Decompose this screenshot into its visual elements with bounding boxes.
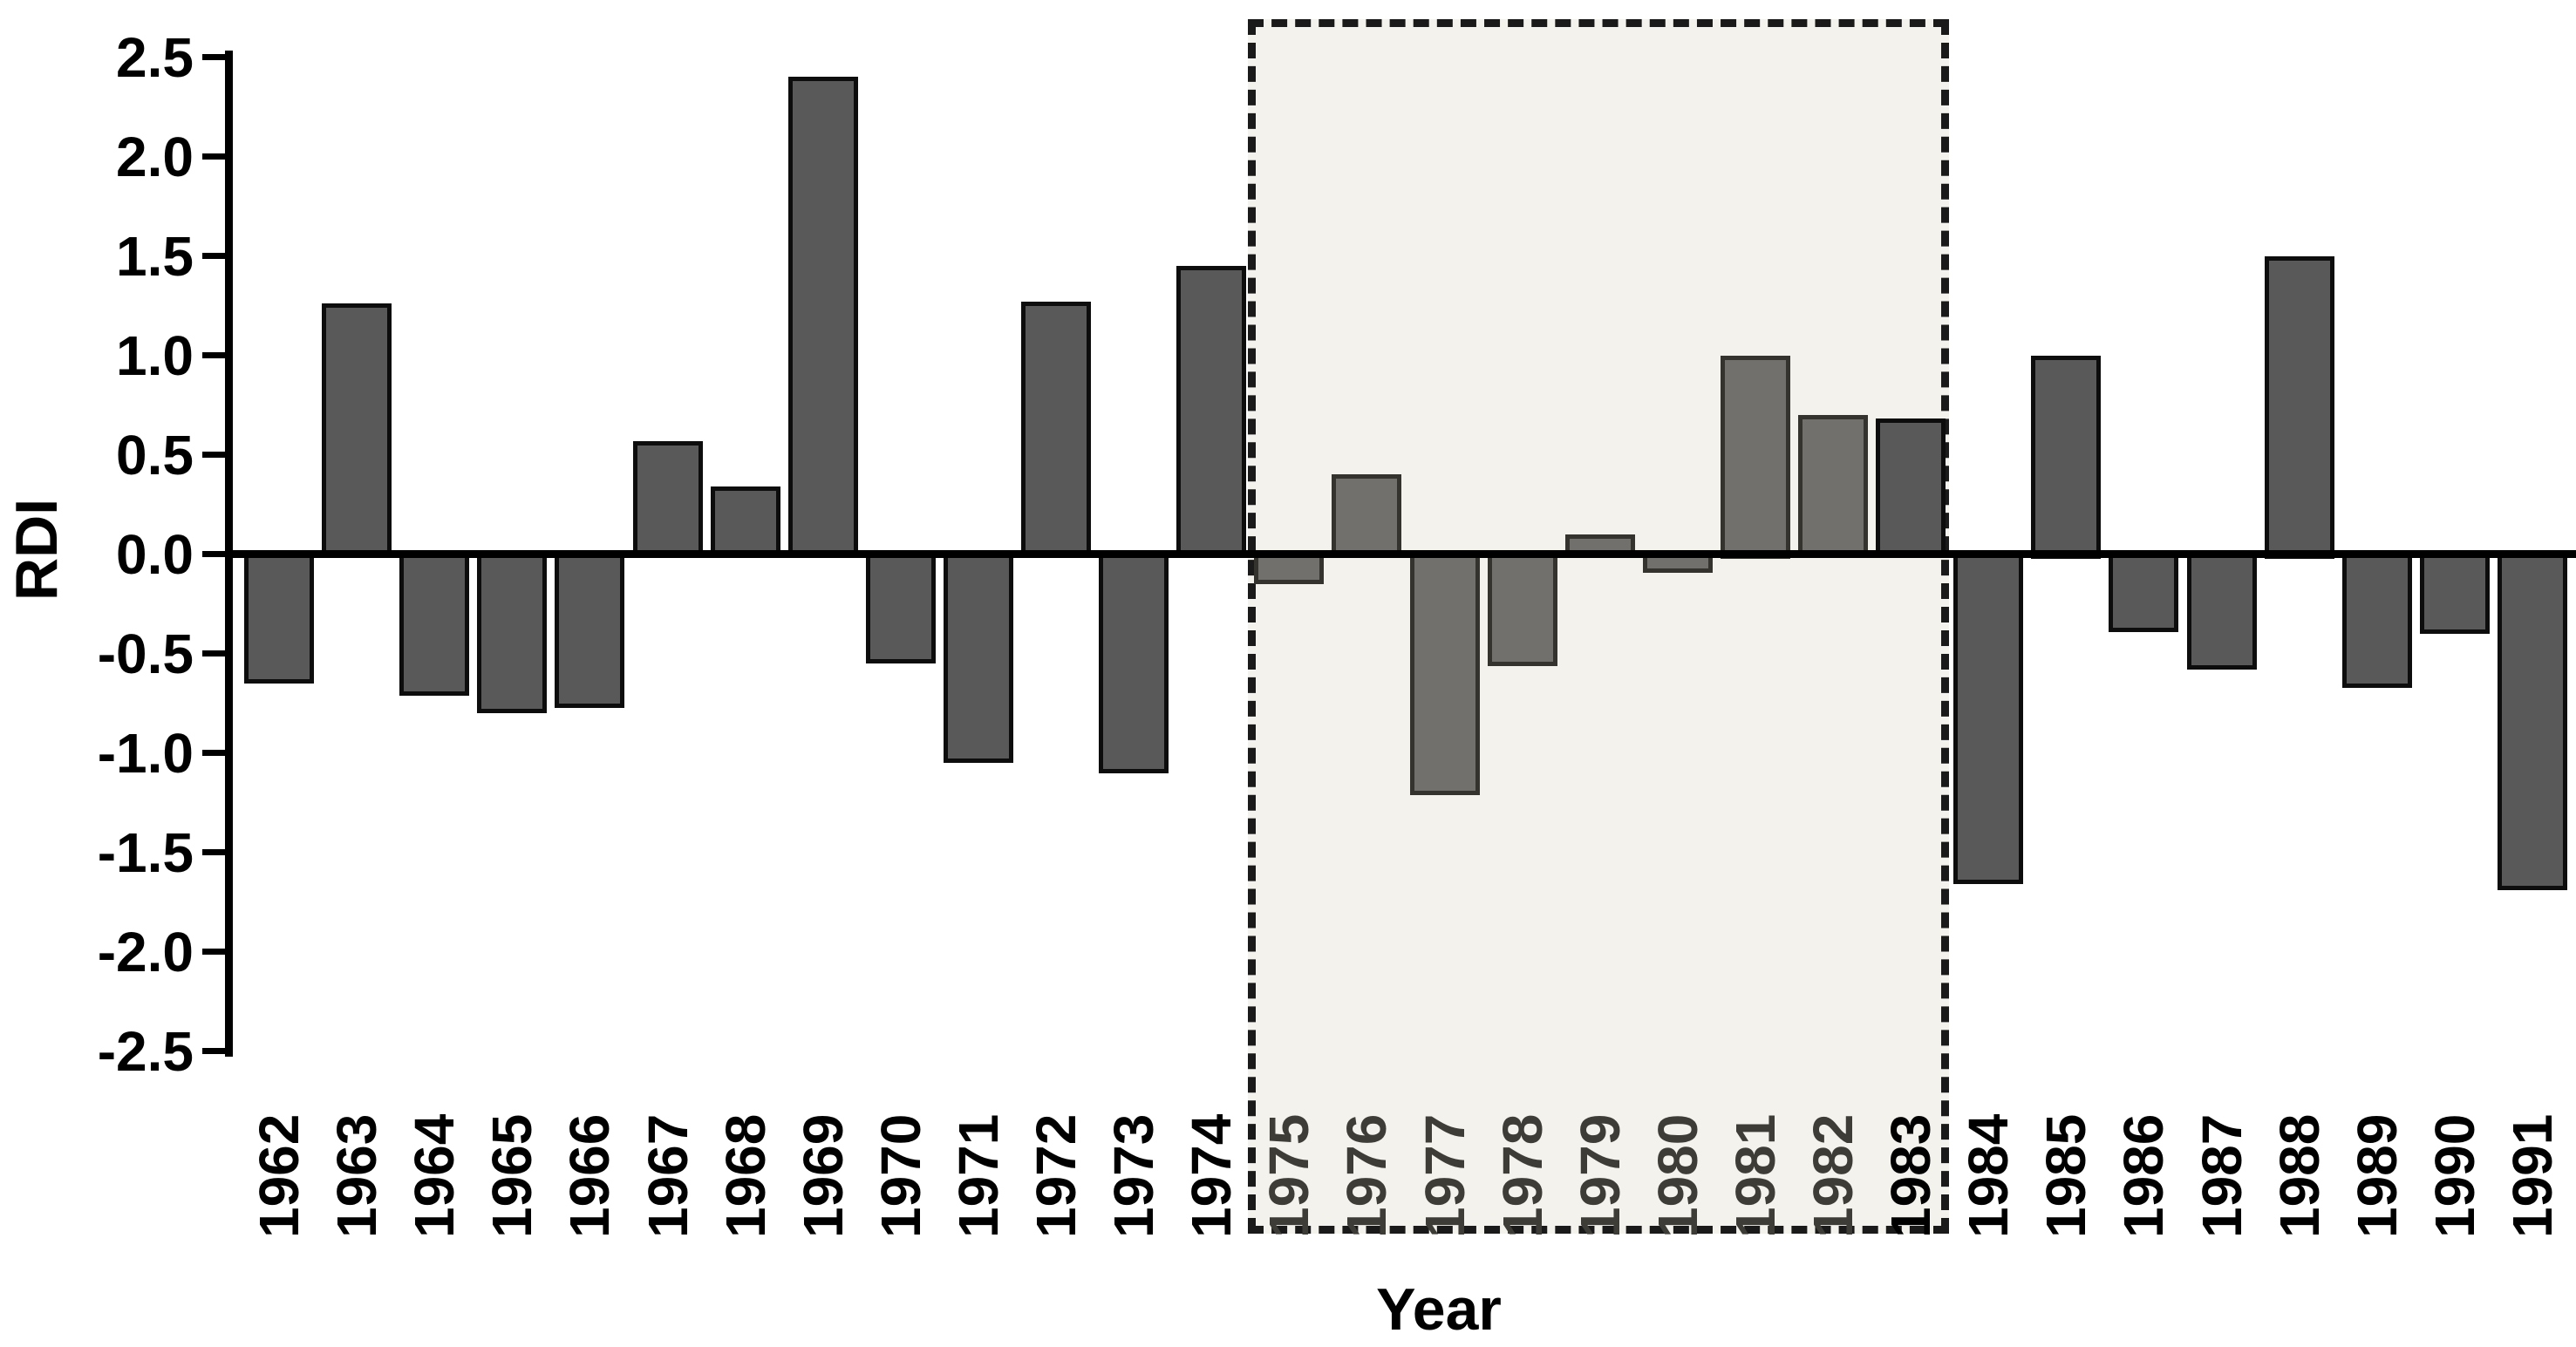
highlight-box-1975-1982 bbox=[1248, 19, 1949, 1234]
x-tick-label-1973: 1973 bbox=[1102, 1113, 1166, 1238]
x-tick-label-1962: 1962 bbox=[248, 1113, 310, 1238]
y-tick-label: 1.5 bbox=[116, 224, 194, 288]
x-tick-label-1978: 1978 bbox=[1490, 1113, 1554, 1238]
y-axis-tick bbox=[202, 352, 225, 358]
x-tick-label-1985: 1985 bbox=[2034, 1113, 2098, 1238]
y-tick-label: 2.5 bbox=[116, 25, 194, 89]
bar-1970 bbox=[865, 550, 936, 664]
x-tick-label-1987: 1987 bbox=[2190, 1113, 2253, 1238]
x-tick-label-1979: 1979 bbox=[1568, 1113, 1632, 1238]
x-tick-label-1991: 1991 bbox=[2500, 1113, 2564, 1238]
x-tick-label-1975: 1975 bbox=[1257, 1113, 1321, 1238]
bar-1985 bbox=[2031, 355, 2102, 559]
x-tick-label-1977: 1977 bbox=[1413, 1113, 1476, 1238]
x-tick-label-1982: 1982 bbox=[1802, 1113, 1864, 1238]
x-tick-label-1984: 1984 bbox=[1957, 1113, 2021, 1238]
bar-1968 bbox=[710, 486, 780, 559]
bar-1989 bbox=[2341, 550, 2412, 688]
y-tick-label: 0.5 bbox=[116, 423, 194, 486]
x-tick-label-1971: 1971 bbox=[946, 1113, 1010, 1238]
x-tick-label-1974: 1974 bbox=[1180, 1113, 1244, 1238]
bar-1991 bbox=[2497, 550, 2567, 891]
bar-1966 bbox=[555, 550, 625, 708]
x-tick-label-1963: 1963 bbox=[325, 1113, 389, 1238]
x-tick-label-1964: 1964 bbox=[403, 1113, 467, 1238]
bar-1965 bbox=[477, 550, 548, 714]
y-axis-tick bbox=[202, 849, 225, 855]
zero-baseline bbox=[225, 550, 2576, 558]
y-tick-label: -0.5 bbox=[97, 622, 194, 685]
bar-1969 bbox=[787, 77, 858, 559]
bar-1973 bbox=[1099, 550, 1169, 773]
y-tick-label: -1.5 bbox=[97, 820, 194, 884]
y-axis-tick bbox=[202, 253, 225, 259]
bar-1978 bbox=[1487, 550, 1557, 666]
y-axis-tick bbox=[202, 54, 225, 60]
x-tick-label-1983: 1983 bbox=[1879, 1113, 1943, 1238]
x-tick-label-1986: 1986 bbox=[2112, 1113, 2176, 1238]
y-tick-label: 1.0 bbox=[116, 323, 194, 387]
y-tick-label: 0.0 bbox=[116, 522, 194, 586]
bar-1977 bbox=[1409, 550, 1480, 795]
bar-1987 bbox=[2186, 550, 2257, 670]
bar-1963 bbox=[322, 303, 392, 559]
x-tick-label-1967: 1967 bbox=[636, 1113, 699, 1238]
bar-1983 bbox=[1876, 418, 1946, 559]
x-tick-label-1966: 1966 bbox=[558, 1113, 622, 1238]
bar-1988 bbox=[2264, 255, 2334, 559]
bar-1974 bbox=[1176, 265, 1247, 559]
x-tick-label-1972: 1972 bbox=[1025, 1113, 1087, 1238]
bar-1972 bbox=[1021, 301, 1091, 559]
x-tick-label-1980: 1980 bbox=[1646, 1113, 1709, 1238]
y-axis-tick bbox=[202, 650, 225, 656]
y-tick-label: -1.0 bbox=[97, 721, 194, 785]
bar-1986 bbox=[2109, 550, 2179, 632]
y-axis-tick bbox=[202, 452, 225, 458]
y-tick-label: -2.0 bbox=[97, 920, 194, 983]
x-tick-label-1968: 1968 bbox=[713, 1113, 777, 1238]
y-axis-tick bbox=[202, 153, 225, 160]
bar-1964 bbox=[399, 550, 470, 696]
y-tick-label: 2.0 bbox=[116, 125, 194, 188]
bar-1976 bbox=[1332, 474, 1402, 559]
bar-1962 bbox=[244, 550, 314, 684]
x-tick-label-1970: 1970 bbox=[869, 1113, 932, 1238]
bar-1971 bbox=[943, 550, 1013, 764]
bar-1982 bbox=[1798, 414, 1868, 559]
x-tick-label-1988: 1988 bbox=[2267, 1113, 2331, 1238]
x-tick-label-1989: 1989 bbox=[2345, 1113, 2409, 1238]
y-axis-tick bbox=[202, 1048, 225, 1054]
x-tick-label-1990: 1990 bbox=[2423, 1113, 2486, 1238]
y-tick-label: -2.5 bbox=[97, 1019, 194, 1083]
y-axis-tick bbox=[202, 949, 225, 955]
bar-1984 bbox=[1953, 550, 2024, 885]
x-tick-label-1969: 1969 bbox=[791, 1113, 855, 1238]
x-tick-label-1981: 1981 bbox=[1723, 1113, 1787, 1238]
x-tick-label-1965: 1965 bbox=[480, 1113, 544, 1238]
x-axis-title: Year bbox=[1376, 1276, 1502, 1343]
bar-1990 bbox=[2419, 550, 2490, 635]
bar-1967 bbox=[632, 440, 703, 559]
x-tick-label-1976: 1976 bbox=[1335, 1113, 1399, 1238]
y-axis-tick bbox=[202, 750, 225, 756]
y-axis-tick bbox=[202, 551, 225, 557]
bar-1981 bbox=[1720, 355, 1790, 559]
